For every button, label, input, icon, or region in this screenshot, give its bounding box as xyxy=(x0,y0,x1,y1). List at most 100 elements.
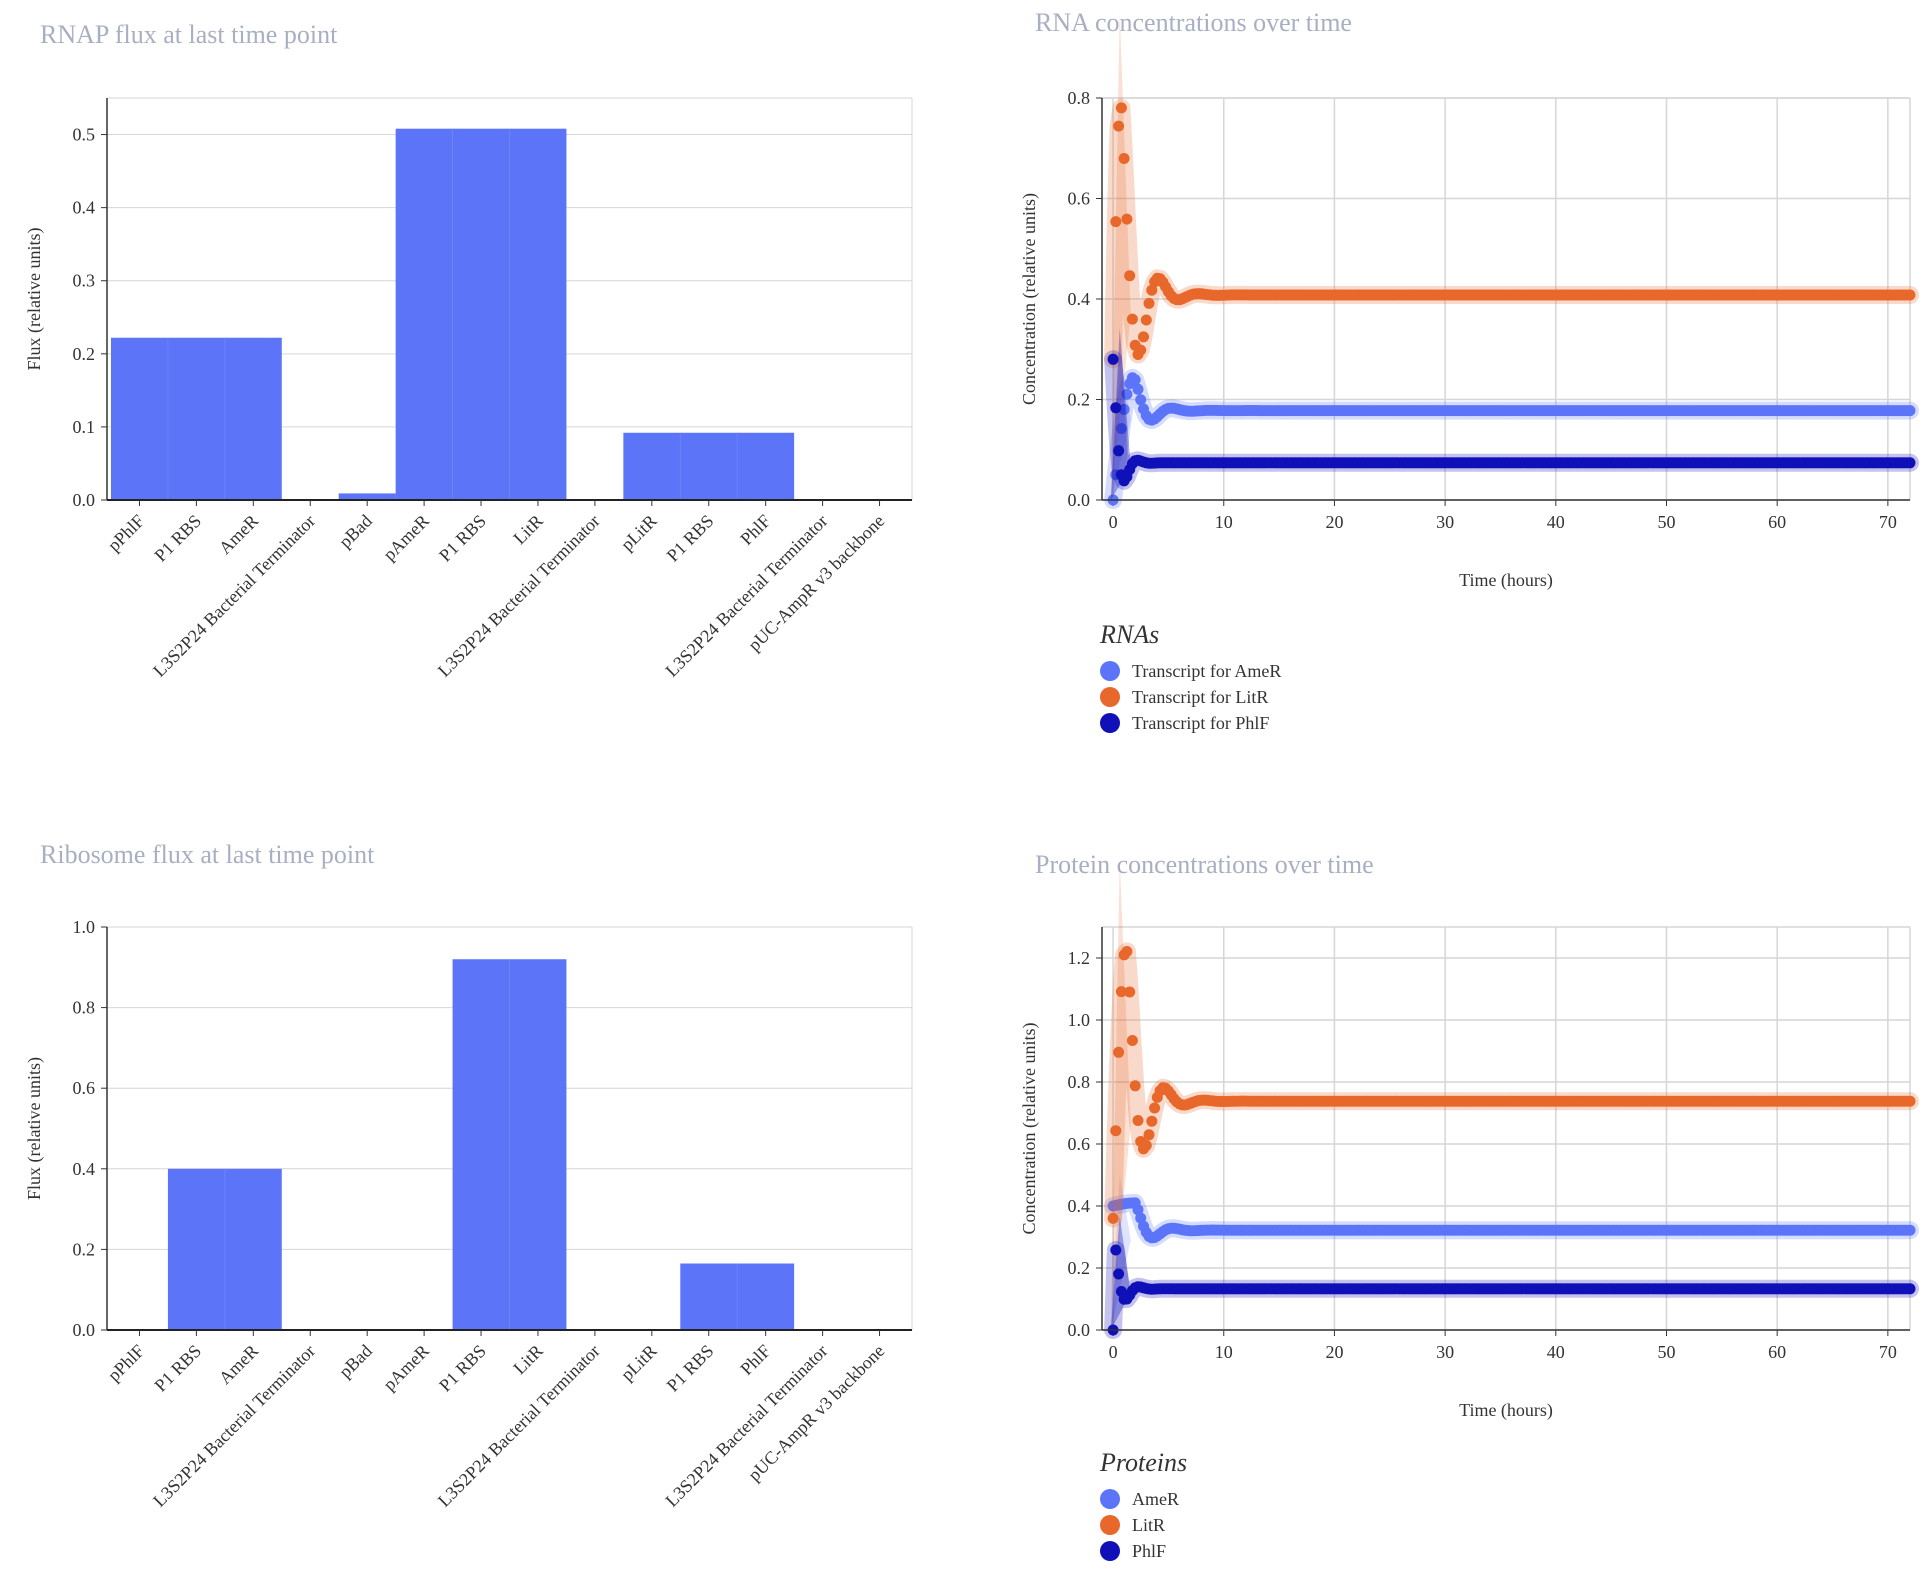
bar xyxy=(167,1168,225,1330)
y-tick-label: 0.2 xyxy=(73,344,96,364)
bar xyxy=(509,128,567,500)
y-tick-label: 0.6 xyxy=(1068,189,1091,209)
protein-legend-title: Proteins xyxy=(1100,1448,1188,1477)
y-axis-label: Flux (relative units) xyxy=(24,228,45,371)
rna-point xyxy=(1138,331,1149,343)
y-tick-label: 0.0 xyxy=(73,490,96,510)
y-tick-label: 0.2 xyxy=(1068,1258,1091,1278)
rna-point xyxy=(1904,457,1916,469)
legend-item-phlF[interactable]: PhlF xyxy=(1100,1538,1187,1564)
protein-point xyxy=(1115,986,1127,998)
x-tick-label: 30 xyxy=(1436,512,1454,532)
x-tick-label: 60 xyxy=(1768,512,1786,532)
legend-item-ameR-transcript[interactable]: Transcript for AmeR xyxy=(1100,658,1281,684)
protein-point xyxy=(1140,1139,1152,1151)
bar xyxy=(509,959,567,1330)
protein-concentrations-title: Protein concentrations over time xyxy=(1035,850,1374,879)
y-tick-label: 0.6 xyxy=(1068,1134,1091,1154)
x-tick-label: 50 xyxy=(1657,512,1675,532)
rna-point xyxy=(1115,423,1127,434)
rna-point xyxy=(1143,297,1155,309)
x-tick-label: 0 xyxy=(1109,512,1118,532)
rna-point xyxy=(1113,445,1125,457)
x-tick-label: 70 xyxy=(1879,1342,1897,1362)
protein-uncertainty-1 xyxy=(1110,861,1131,1330)
protein-uncertainty-0 xyxy=(1110,1174,1131,1330)
bar xyxy=(623,432,681,500)
y-axis-label: Concentration (relative units) xyxy=(1019,1023,1040,1235)
legend-swatch-icon xyxy=(1100,661,1120,681)
protein-point xyxy=(1904,1283,1916,1295)
legend-label: Transcript for PhlF xyxy=(1132,712,1270,733)
x-tick-label: 10 xyxy=(1215,512,1233,532)
legend-swatch-icon xyxy=(1100,1541,1120,1561)
y-tick-label: 0.2 xyxy=(73,1239,96,1259)
rna-point xyxy=(1904,289,1916,301)
y-tick-label: 0.6 xyxy=(73,1078,96,1098)
bar xyxy=(338,493,396,500)
rna-point xyxy=(1135,344,1147,356)
bar xyxy=(737,1263,795,1330)
legend-swatch-icon xyxy=(1100,687,1120,707)
rna-point xyxy=(1132,383,1144,395)
protein-point xyxy=(1121,946,1133,957)
legend-label: Transcript for AmeR xyxy=(1132,660,1282,681)
protein-point xyxy=(1149,1102,1161,1114)
y-tick-label: 1.2 xyxy=(1068,948,1091,968)
legend-item-litR[interactable]: LitR xyxy=(1100,1512,1187,1538)
protein-band-1 xyxy=(1104,942,1919,1228)
x-tick-label: 70 xyxy=(1879,512,1897,532)
rnap-flux-title: RNAP flux at last time point xyxy=(40,20,338,49)
rna-point xyxy=(1118,153,1130,164)
bar xyxy=(737,432,795,500)
protein-point xyxy=(1904,1095,1916,1107)
rna-point xyxy=(1115,102,1127,114)
bar xyxy=(224,337,282,500)
x-tick-label: 0 xyxy=(1109,1342,1118,1362)
legend-item-ameR[interactable]: AmeR xyxy=(1100,1486,1187,1512)
legend-item-phlF-transcript[interactable]: Transcript for PhlF xyxy=(1100,710,1281,736)
bar xyxy=(452,959,510,1330)
y-axis-label: Flux (relative units) xyxy=(24,1057,45,1200)
y-tick-label: 0.2 xyxy=(1068,390,1091,410)
rna-point xyxy=(1146,284,1158,296)
legend-label: Transcript for LitR xyxy=(1132,686,1269,707)
rna-uncertainty-1 xyxy=(1110,12,1131,501)
protein-point xyxy=(1132,1204,1144,1216)
ribosome-flux-title: Ribosome flux at last time point xyxy=(40,840,375,869)
y-axis-label: Concentration (relative units) xyxy=(1019,193,1040,405)
protein-point xyxy=(1110,1125,1122,1137)
rna-point xyxy=(1126,313,1138,325)
x-tick-label: 30 xyxy=(1436,1342,1454,1362)
rna-point xyxy=(1107,353,1119,365)
y-tick-label: 0.4 xyxy=(1068,1196,1091,1216)
rna-concentrations-panel: RNA concentrations over time 0 10 20 30 40 50… xyxy=(0,0,1922,780)
x-tick-label: 50 xyxy=(1657,1342,1675,1362)
protein-point xyxy=(1113,1268,1125,1280)
protein-point xyxy=(1107,1212,1119,1224)
protein-point xyxy=(1124,986,1136,998)
legend-swatch-icon xyxy=(1100,1515,1120,1535)
bar xyxy=(111,337,168,500)
rna-point xyxy=(1113,120,1125,132)
rna-point xyxy=(1140,314,1152,326)
protein-point xyxy=(1904,1224,1916,1236)
rna-legend-title: RNAs xyxy=(1100,620,1160,649)
x-tick-label: 40 xyxy=(1547,512,1565,532)
y-tick-label: 0.8 xyxy=(1068,88,1091,108)
rna-point xyxy=(1121,388,1133,400)
rna-point xyxy=(1110,216,1122,228)
y-tick-label: 0.1 xyxy=(73,417,96,437)
bar xyxy=(395,128,453,500)
protein-point xyxy=(1132,1115,1144,1126)
x-tick-label: 40 xyxy=(1547,1342,1565,1362)
legend-label: PhlF xyxy=(1132,1540,1167,1561)
rna-point xyxy=(1129,374,1141,386)
y-tick-label: 0.0 xyxy=(73,1320,96,1340)
legend-item-litR-transcript[interactable]: Transcript for LitR xyxy=(1100,684,1281,710)
legend-swatch-icon xyxy=(1100,713,1120,733)
protein-point xyxy=(1126,1035,1138,1046)
y-tick-label: 1.0 xyxy=(73,917,96,937)
